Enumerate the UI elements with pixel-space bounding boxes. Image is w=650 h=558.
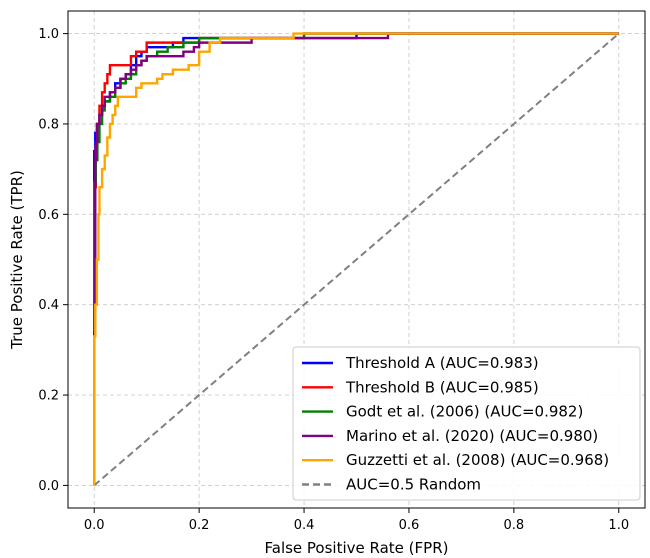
y-tick-label: 0.2 <box>38 389 59 404</box>
x-tick-label: 1.0 <box>608 518 629 533</box>
roc-series-5 <box>93 32 619 486</box>
y-tick-label: 0.0 <box>38 479 59 494</box>
series-layer <box>93 32 620 487</box>
ticks: 0.0 0.2 0.4 0.6 0.8 1.0 0.0 0.2 0.4 0.6 0.8 1.0 <box>38 27 629 533</box>
legend-entry-label: AUC=0.5 Random <box>346 476 481 494</box>
legend-entry-label: Godt et al. (2006) (AUC=0.982) <box>346 403 583 421</box>
y-axis-label: True Positive Rate (TPR) <box>8 170 26 350</box>
legend-entry-label: Marino et al. (2020) (AUC=0.980) <box>346 427 598 445</box>
x-axis-label: False Positive Rate (FPR) <box>265 539 449 557</box>
y-tick-label: 0.6 <box>38 208 59 223</box>
x-tick-label: 0.8 <box>504 518 525 533</box>
roc-series-4 <box>93 32 619 486</box>
x-tick-label: 0.6 <box>399 518 420 533</box>
legend-entry-label: Guzzetti et al. (2008) (AUC=0.968) <box>346 451 609 469</box>
roc-series-3 <box>93 32 619 486</box>
legend-entry-label: Threshold B (AUC=0.985) <box>345 378 539 396</box>
y-tick-label: 0.8 <box>38 117 59 132</box>
legend: Threshold A (AUC=0.983) Threshold B (AUC=… <box>292 346 641 501</box>
legend-box <box>292 346 641 501</box>
x-tick-label: 0.2 <box>189 518 210 533</box>
x-tick-label: 0.0 <box>84 518 105 533</box>
plot-frame <box>67 10 646 509</box>
y-tick-label: 0.4 <box>38 298 59 313</box>
y-tick-label: 1.0 <box>38 27 59 42</box>
legend-entry-label: Threshold A (AUC=0.983) <box>345 354 539 372</box>
x-tick-label: 0.4 <box>294 518 315 533</box>
random-reference-line <box>93 32 620 487</box>
